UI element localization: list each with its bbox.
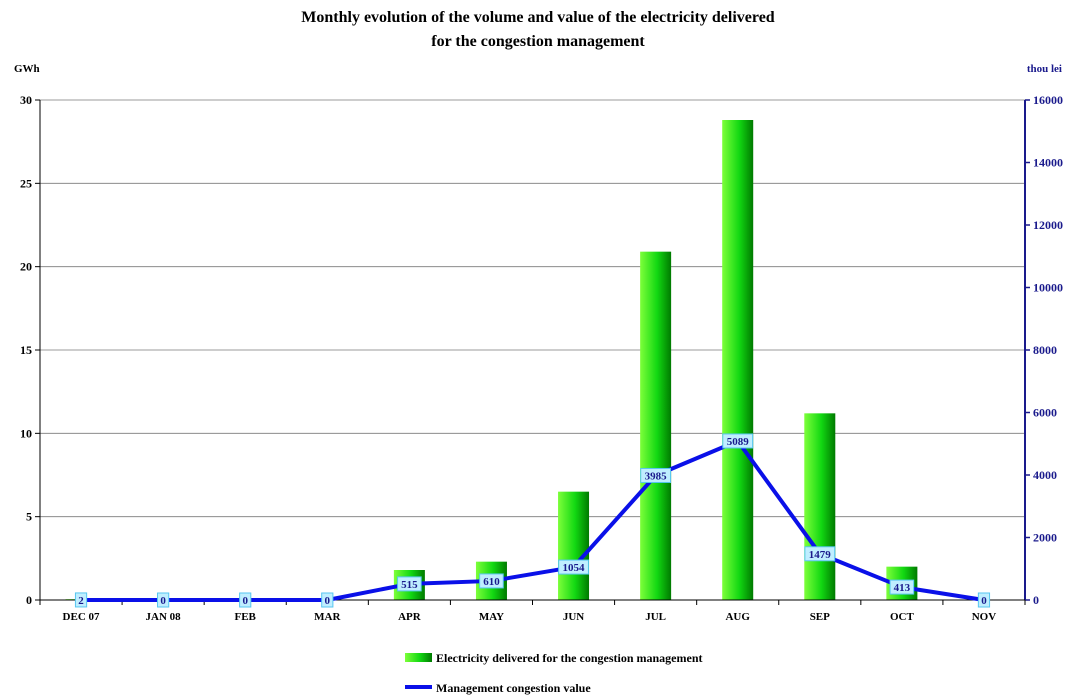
left-tick-label: 30	[20, 93, 32, 107]
legend-label-line: Management congestion value	[436, 681, 591, 695]
data-label-box	[157, 592, 170, 608]
legend: Electricity delivered for the congestion…	[405, 651, 703, 695]
x-tick-label: MAR	[314, 611, 341, 623]
data-label-box	[239, 592, 252, 608]
x-tick-label: APR	[398, 611, 422, 623]
x-tick-label: JUN	[563, 611, 584, 623]
data-label-box	[479, 573, 504, 589]
right-tick-label: 8000	[1033, 343, 1057, 357]
data-label-box	[722, 433, 754, 449]
data-label-box	[977, 592, 991, 608]
bar	[558, 491, 590, 600]
left-tick-label: 15	[20, 343, 32, 357]
right-tick-label: 14000	[1033, 156, 1063, 170]
right-tick-label: 2000	[1033, 531, 1057, 545]
chart-title-line2: for the congestion management	[431, 33, 645, 50]
data-label: 2	[78, 595, 84, 607]
x-tick-label: OCT	[890, 611, 915, 623]
data-label: 515	[401, 579, 418, 591]
right-tick-label: 10000	[1033, 281, 1063, 295]
data-label: 610	[483, 576, 500, 588]
x-tick-label: NOV	[972, 611, 997, 623]
bar	[804, 413, 836, 600]
x-axis-labels: DEC 07 JAN 08 FEB MAR APR MAY JUN JUL AUG SEP OCT N…	[63, 611, 997, 623]
left-tick-label: 20	[20, 260, 32, 274]
x-tick-label: MAY	[479, 611, 504, 623]
data-label: 3985	[645, 470, 668, 482]
legend-label-bar: Electricity delivered for the congestion…	[436, 651, 703, 665]
data-label-box	[397, 576, 422, 592]
right-tick-label: 16000	[1033, 93, 1063, 107]
data-label: 5089	[727, 436, 750, 448]
data-label: 413	[894, 582, 911, 594]
right-tick-label: 4000	[1033, 468, 1057, 482]
right-axis-unit: thou lei	[1027, 63, 1062, 75]
left-axis-unit: GWh	[14, 63, 40, 75]
x-tick-label: DEC 07	[63, 611, 100, 623]
left-tick-label: 10	[20, 426, 32, 440]
right-tick-label: 6000	[1033, 406, 1057, 420]
x-tick-label: FEB	[235, 611, 257, 623]
x-tick-label: JUL	[645, 611, 666, 623]
chart-title-line1: Monthly evolution of the volume and valu…	[301, 9, 775, 26]
data-label: 0	[981, 595, 987, 607]
data-label-box	[804, 546, 836, 562]
x-tick-label: JAN 08	[146, 611, 182, 623]
axes	[39, 100, 1026, 605]
line-series	[79, 438, 986, 602]
data-label-box	[321, 592, 334, 608]
data-label-box	[640, 467, 672, 483]
data-label-box	[74, 592, 88, 608]
series-line	[79, 438, 986, 602]
data-label: 1054	[563, 562, 586, 574]
right-tick-label: 0	[1033, 593, 1039, 607]
right-tick-label: 12000	[1033, 218, 1063, 232]
line-data-labels: 2 0 0 0 515 610 1054 3985 5089 1479 413 0	[74, 433, 991, 608]
legend-swatch-bar	[405, 653, 432, 662]
data-label: 1479	[809, 549, 832, 561]
data-label-box	[558, 559, 589, 575]
data-label: 0	[242, 595, 248, 607]
left-tick-label: 0	[26, 593, 32, 607]
data-label: 0	[160, 595, 166, 607]
data-label-box	[889, 579, 915, 595]
right-axis-ticks: 0 2000 4000 6000 8000 10000 12000 14000 16000	[1025, 93, 1063, 607]
bar	[722, 120, 754, 600]
bar	[640, 251, 672, 600]
x-tick-label: AUG	[725, 611, 750, 623]
gridlines	[40, 99, 1025, 518]
bar-series	[65, 120, 918, 600]
x-tick-label: SEP	[810, 611, 830, 623]
left-tick-label: 25	[20, 176, 32, 190]
left-tick-label: 5	[26, 510, 32, 524]
left-axis-ticks: 0 5 10 15 20 25 30	[20, 93, 40, 607]
data-label: 0	[325, 595, 331, 607]
